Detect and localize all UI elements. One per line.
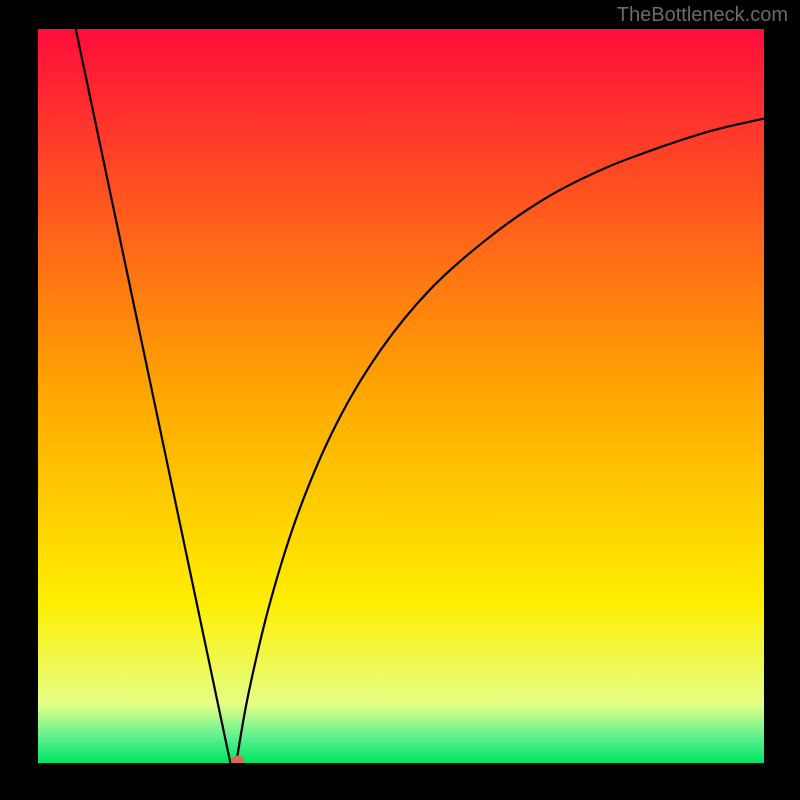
watermark-text: TheBottleneck.com <box>617 4 788 27</box>
chart-container: TheBottleneck.com <box>0 0 800 800</box>
curve-left-branch <box>76 29 231 763</box>
plot-area <box>38 29 764 763</box>
minimum-marker <box>231 756 244 763</box>
curve-right-branch <box>236 119 764 763</box>
curve-svg <box>38 29 764 763</box>
